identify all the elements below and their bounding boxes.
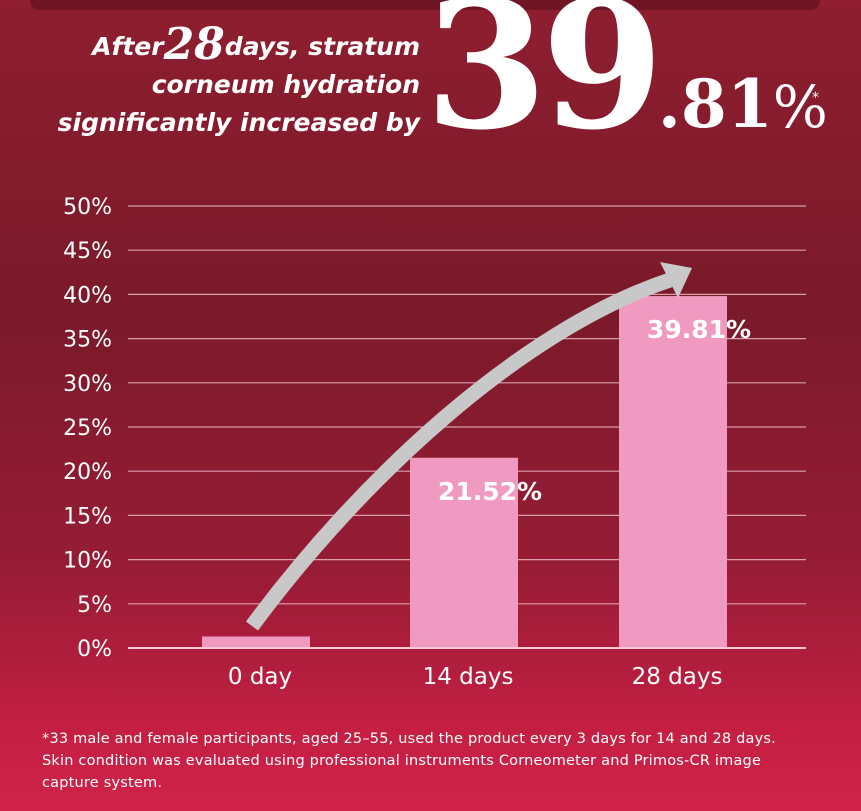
trend-arrow-head — [660, 262, 692, 298]
y-tick-label: 50% — [63, 195, 112, 220]
headline-days-number: 28 — [163, 19, 225, 70]
headline-prefix: After — [92, 32, 164, 61]
headline: After28days, stratum corneum hydration s… — [0, 23, 420, 142]
y-axis-tick-labels: 0% 5% 10% 15% 20% 25% 30% 35% 40% 45% 50% — [63, 195, 112, 662]
hero-integer: 39 — [425, 0, 664, 169]
footnote: *33 male and female participants, aged 2… — [42, 728, 832, 794]
hero-percentage: 39.81% — [425, 0, 828, 154]
hero-percent-sign: % — [772, 73, 828, 141]
x-tick-label: 28 days — [632, 664, 723, 690]
footnote-line-1: *33 male and female participants, aged 2… — [42, 731, 776, 747]
headline-line-1-rest: days, stratum — [224, 32, 420, 61]
footnote-line-2: Skin condition was evaluated using profe… — [42, 753, 762, 769]
headline-line-3: significantly increased by — [57, 108, 420, 137]
data-labels: 21.52% 39.81% — [438, 315, 751, 506]
bar-14-days — [410, 457, 518, 648]
y-tick-label: 20% — [63, 460, 112, 485]
headline-line-1: After28days, stratum — [0, 23, 420, 67]
top-band — [30, 0, 820, 10]
bar-0-day — [202, 636, 310, 648]
x-tick-label: 0 day — [228, 664, 292, 690]
footnote-line-3: capture system. — [42, 775, 163, 791]
bar-28-days — [619, 296, 727, 648]
y-tick-label: 45% — [63, 239, 112, 264]
y-tick-label: 30% — [63, 372, 112, 397]
bars — [202, 296, 727, 648]
headline-line-2: corneum hydration — [151, 70, 420, 99]
y-tick-label: 5% — [77, 593, 112, 618]
bar-chart: 0% 5% 10% 15% 20% 25% 30% 35% 40% 45% 50% 21.52% 39… — [63, 195, 806, 690]
x-axis-tick-labels: 0 day 14 days 28 days — [228, 664, 723, 690]
data-label: 39.81% — [647, 315, 751, 344]
y-tick-label: 35% — [63, 328, 112, 353]
y-tick-label: 0% — [77, 637, 112, 662]
data-label: 21.52% — [438, 477, 542, 506]
y-tick-label: 40% — [63, 283, 112, 308]
trend-arrow — [245, 272, 673, 631]
y-tick-label: 15% — [63, 504, 112, 529]
x-tick-label: 14 days — [423, 664, 514, 690]
hero-asterisk: * — [812, 90, 819, 106]
y-tick-label: 25% — [63, 416, 112, 441]
hero-fraction: .81 — [657, 65, 773, 143]
y-tick-label: 10% — [63, 549, 112, 574]
